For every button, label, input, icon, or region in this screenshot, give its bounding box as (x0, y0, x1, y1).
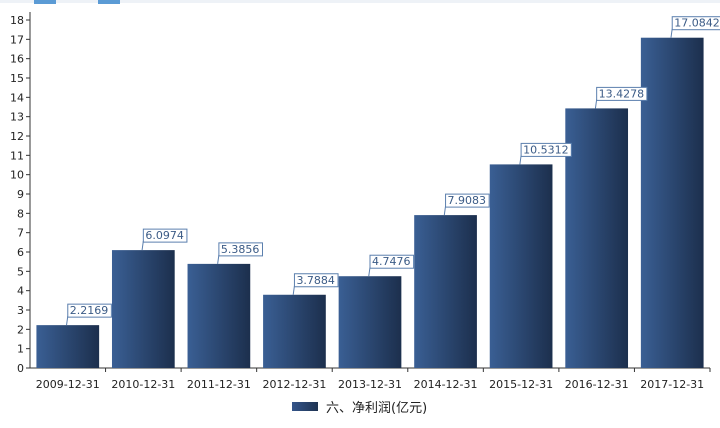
x-tick-label: 2015-12-31 (489, 378, 553, 391)
top-tab-right[interactable] (98, 0, 120, 4)
data-label-2013-12-31: 4.7476 (372, 255, 411, 268)
y-tick-label: 6 (17, 246, 24, 259)
data-label-box (671, 16, 720, 31)
y-tick-label: 1 (17, 343, 24, 356)
data-label-2012-12-31: 3.7884 (296, 274, 335, 287)
y-tick-label: 7 (17, 227, 24, 240)
y-tick-label: 17 (10, 33, 24, 46)
data-label-box (596, 86, 648, 101)
y-tick-label: 0 (17, 362, 24, 375)
data-label-2015-12-31: 10.5312 (523, 143, 569, 156)
data-label-2016-12-31: 13.4278 (599, 87, 645, 100)
bar-2015-12-31[interactable] (489, 164, 553, 368)
y-tick-label: 8 (17, 207, 24, 220)
data-label-2014-12-31: 7.9083 (448, 194, 487, 207)
bar-2011-12-31[interactable] (187, 263, 251, 368)
y-tick-label: 18 (10, 14, 24, 27)
y-tick-label: 2 (17, 323, 24, 336)
y-tick-label: 4 (17, 285, 24, 298)
bar-2009-12-31[interactable] (36, 325, 100, 368)
y-tick-label: 16 (10, 53, 24, 66)
data-label-box (142, 228, 188, 243)
top-tab-left[interactable] (34, 0, 56, 4)
x-tick-label: 2017-12-31 (640, 378, 704, 391)
x-tick-label: 2009-12-31 (36, 378, 100, 391)
y-tick-label: 14 (10, 91, 24, 104)
x-tick-label: 2010-12-31 (111, 378, 175, 391)
data-label-box (445, 193, 490, 208)
data-label-box (520, 142, 572, 157)
data-label-box (67, 303, 112, 318)
y-tick-label: 11 (10, 149, 24, 162)
bar-2016-12-31[interactable] (565, 108, 629, 368)
y-tick-label: 5 (17, 265, 24, 278)
x-tick-label: 2011-12-31 (187, 378, 251, 391)
bar-2017-12-31[interactable] (640, 37, 704, 368)
bar-2012-12-31[interactable] (263, 294, 326, 368)
data-label-2009-12-31: 2.2169 (70, 304, 109, 317)
x-tick-label: 2012-12-31 (262, 378, 326, 391)
legend-label: 六、净利润(亿元) (326, 400, 428, 416)
data-label-2017-12-31: 17.0842 (674, 17, 720, 30)
data-label-box (369, 254, 415, 269)
data-label-box (218, 242, 263, 257)
bar-2014-12-31[interactable] (414, 215, 477, 368)
bar-2013-12-31[interactable] (338, 276, 402, 368)
y-tick-label: 9 (17, 188, 24, 201)
x-tick-label: 2016-12-31 (565, 378, 629, 391)
y-tick-label: 15 (10, 72, 24, 85)
data-label-box (293, 273, 339, 288)
x-tick-label: 2014-12-31 (414, 378, 478, 391)
x-tick-label: 2013-12-31 (338, 378, 402, 391)
data-label-2010-12-31: 6.0974 (145, 229, 184, 242)
y-tick-label: 10 (10, 169, 24, 182)
data-label-2011-12-31: 5.3856 (221, 243, 260, 256)
y-tick-label: 3 (17, 304, 24, 317)
legend[interactable]: 六、净利润(亿元) (292, 397, 428, 416)
y-tick-label: 13 (10, 111, 24, 124)
top-strip (0, 0, 720, 3)
y-tick-label: 12 (10, 130, 24, 143)
bar-2010-12-31[interactable] (111, 250, 175, 368)
legend-swatch (292, 401, 318, 411)
